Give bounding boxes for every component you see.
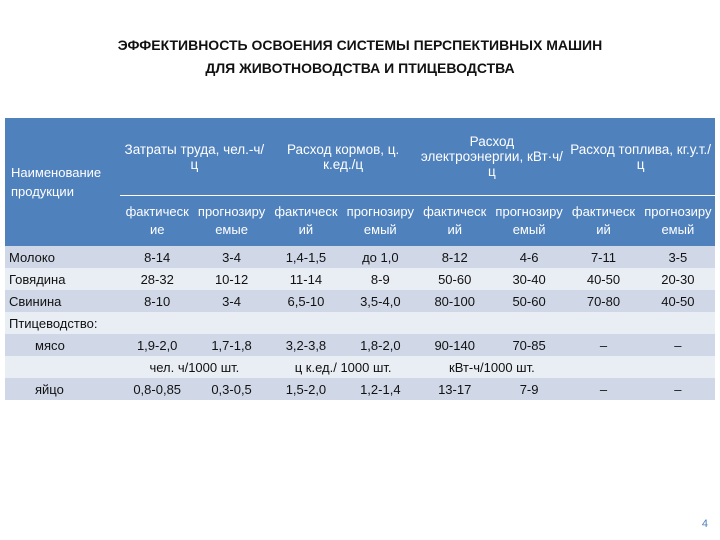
- value-cell: 70-85: [512, 337, 546, 353]
- table-row: мясо 1,9-2,0 1,7-1,8 3,2-3,8 1,8-2,0 90-140 70…: [5, 334, 716, 356]
- value-cell: 20-30: [661, 271, 695, 287]
- cell: [418, 312, 492, 334]
- value-cell: 40-50: [586, 271, 621, 287]
- data-table: Наименование продукции Затраты труда, чел…: [5, 118, 716, 400]
- value-cell: 11-14: [289, 271, 323, 287]
- value-cell: –: [599, 337, 608, 353]
- value-cell: 8-9: [370, 271, 390, 287]
- table-row: Свинина 8-10 3-4 6,5-10 3,5-4,0 80-100 50-60 70…: [5, 290, 716, 312]
- value-cell: 50-60: [512, 293, 546, 309]
- value-cell: 8-14: [144, 249, 171, 265]
- value-cell: 4-6: [519, 249, 539, 265]
- name-header: Наименование продукции: [5, 118, 120, 246]
- group-header: Расход кормов, ц. к.ед./ц: [268, 118, 418, 196]
- cell: [194, 312, 268, 334]
- value-cell: 6,5-10: [287, 293, 325, 309]
- cell: [641, 356, 715, 378]
- value-cell: 3,5-4,0: [360, 293, 401, 309]
- subheader: прогнозируемые: [194, 195, 269, 246]
- subheader: прогнозируемый: [343, 195, 418, 246]
- value-cell: 80-100: [434, 293, 475, 309]
- subheader: фактический: [417, 195, 492, 246]
- table-row: чел. ч/1000 шт. ц к.ед./ 1000 шт. кВт-ч/10…: [5, 356, 716, 378]
- group-header: Расход электроэнергии, кВт·ч/ц: [417, 118, 567, 196]
- value-cell: 28-32: [140, 271, 174, 287]
- cell: [492, 312, 566, 334]
- cell: [566, 356, 640, 378]
- value-cell: –: [674, 381, 682, 397]
- value-cell: 0,8-0,85: [133, 381, 182, 397]
- cell: [343, 312, 417, 334]
- value-cell: 1,5-2,0: [285, 381, 327, 397]
- group-header: Затраты труда, чел.-ч/ц: [120, 118, 269, 196]
- value-cell: 3,2-3,8: [285, 337, 327, 353]
- group-header: Расход топлива, кг.у.т./ц: [566, 118, 716, 196]
- row-name: Молоко: [9, 249, 55, 265]
- value-cell: 70-80: [586, 293, 621, 309]
- value-cell: 13-17: [438, 381, 472, 397]
- value-cell: 8-10: [144, 293, 171, 309]
- unit-cell: чел. ч/1000 шт.: [149, 359, 240, 375]
- unit-cell: кВт-ч/1000 шт.: [449, 359, 535, 375]
- value-cell: –: [599, 381, 608, 397]
- value-cell: 40-50: [661, 293, 695, 309]
- value-cell: 1,9-2,0: [136, 337, 178, 353]
- unit-cell: ц к.ед./ 1000 шт.: [294, 359, 392, 375]
- value-cell: –: [674, 337, 682, 353]
- cell: [566, 312, 640, 334]
- title-line: ЭФФЕКТИВНОСТЬ ОСВОЕНИЯ СИСТЕМЫ ПЕРСПЕКТИ…: [117, 37, 603, 53]
- subheader: фактический: [268, 195, 344, 246]
- row-name: Свинина: [9, 293, 62, 309]
- value-cell: 90-140: [434, 337, 475, 353]
- subheader: фактические: [120, 195, 195, 246]
- row-name: яйцо: [35, 381, 64, 397]
- subheader: фактический: [566, 195, 641, 246]
- cell: [641, 312, 715, 334]
- value-cell: 3-4: [222, 293, 241, 309]
- table-row: Говядина 28-32 10-12 11-14 8-9 50-60 30-40 40-5…: [5, 268, 716, 290]
- subheader: прогнозируемый: [640, 195, 716, 246]
- value-cell: 3-5: [668, 249, 688, 265]
- title-line: ДЛЯ ЖИВОТНОВОДСТВА И ПТИЦЕВОДСТВА: [205, 60, 515, 76]
- subheader: прогнозируемый: [491, 195, 567, 246]
- cell: [269, 312, 343, 334]
- cell: [5, 356, 120, 378]
- value-cell: 10-12: [214, 271, 249, 287]
- value-cell: 3-4: [222, 249, 241, 265]
- page-number: 4: [701, 518, 708, 530]
- value-cell: 1,2-1,4: [360, 381, 401, 397]
- table-row: Молоко 8-14 3-4 1,4-1,5 до 1,0 8-12 4-6 7-11 3-5: [5, 246, 716, 268]
- value-cell: до 1,0: [362, 249, 399, 265]
- value-cell: 7-11: [590, 249, 616, 265]
- value-cell: 1,8-2,0: [360, 337, 401, 353]
- cell: [120, 312, 194, 334]
- value-cell: 50-60: [438, 271, 472, 287]
- value-cell: 1,7-1,8: [211, 337, 252, 353]
- row-name: Птицеводство:: [9, 315, 98, 331]
- value-cell: 1,4-1,5: [285, 249, 327, 265]
- row-name: Говядина: [9, 271, 66, 287]
- table-row: Птицеводство:: [5, 312, 716, 334]
- table-row: яйцо 0,8-0,85 0,3-0,5 1,5-2,0 1,2-1,4 13-17 7-…: [5, 378, 716, 400]
- value-cell: 7-9: [519, 381, 539, 397]
- value-cell: 30-40: [512, 271, 546, 287]
- value-cell: 0,3-0,5: [211, 381, 252, 397]
- value-cell: 8-12: [441, 249, 468, 265]
- row-name: мясо: [35, 337, 65, 353]
